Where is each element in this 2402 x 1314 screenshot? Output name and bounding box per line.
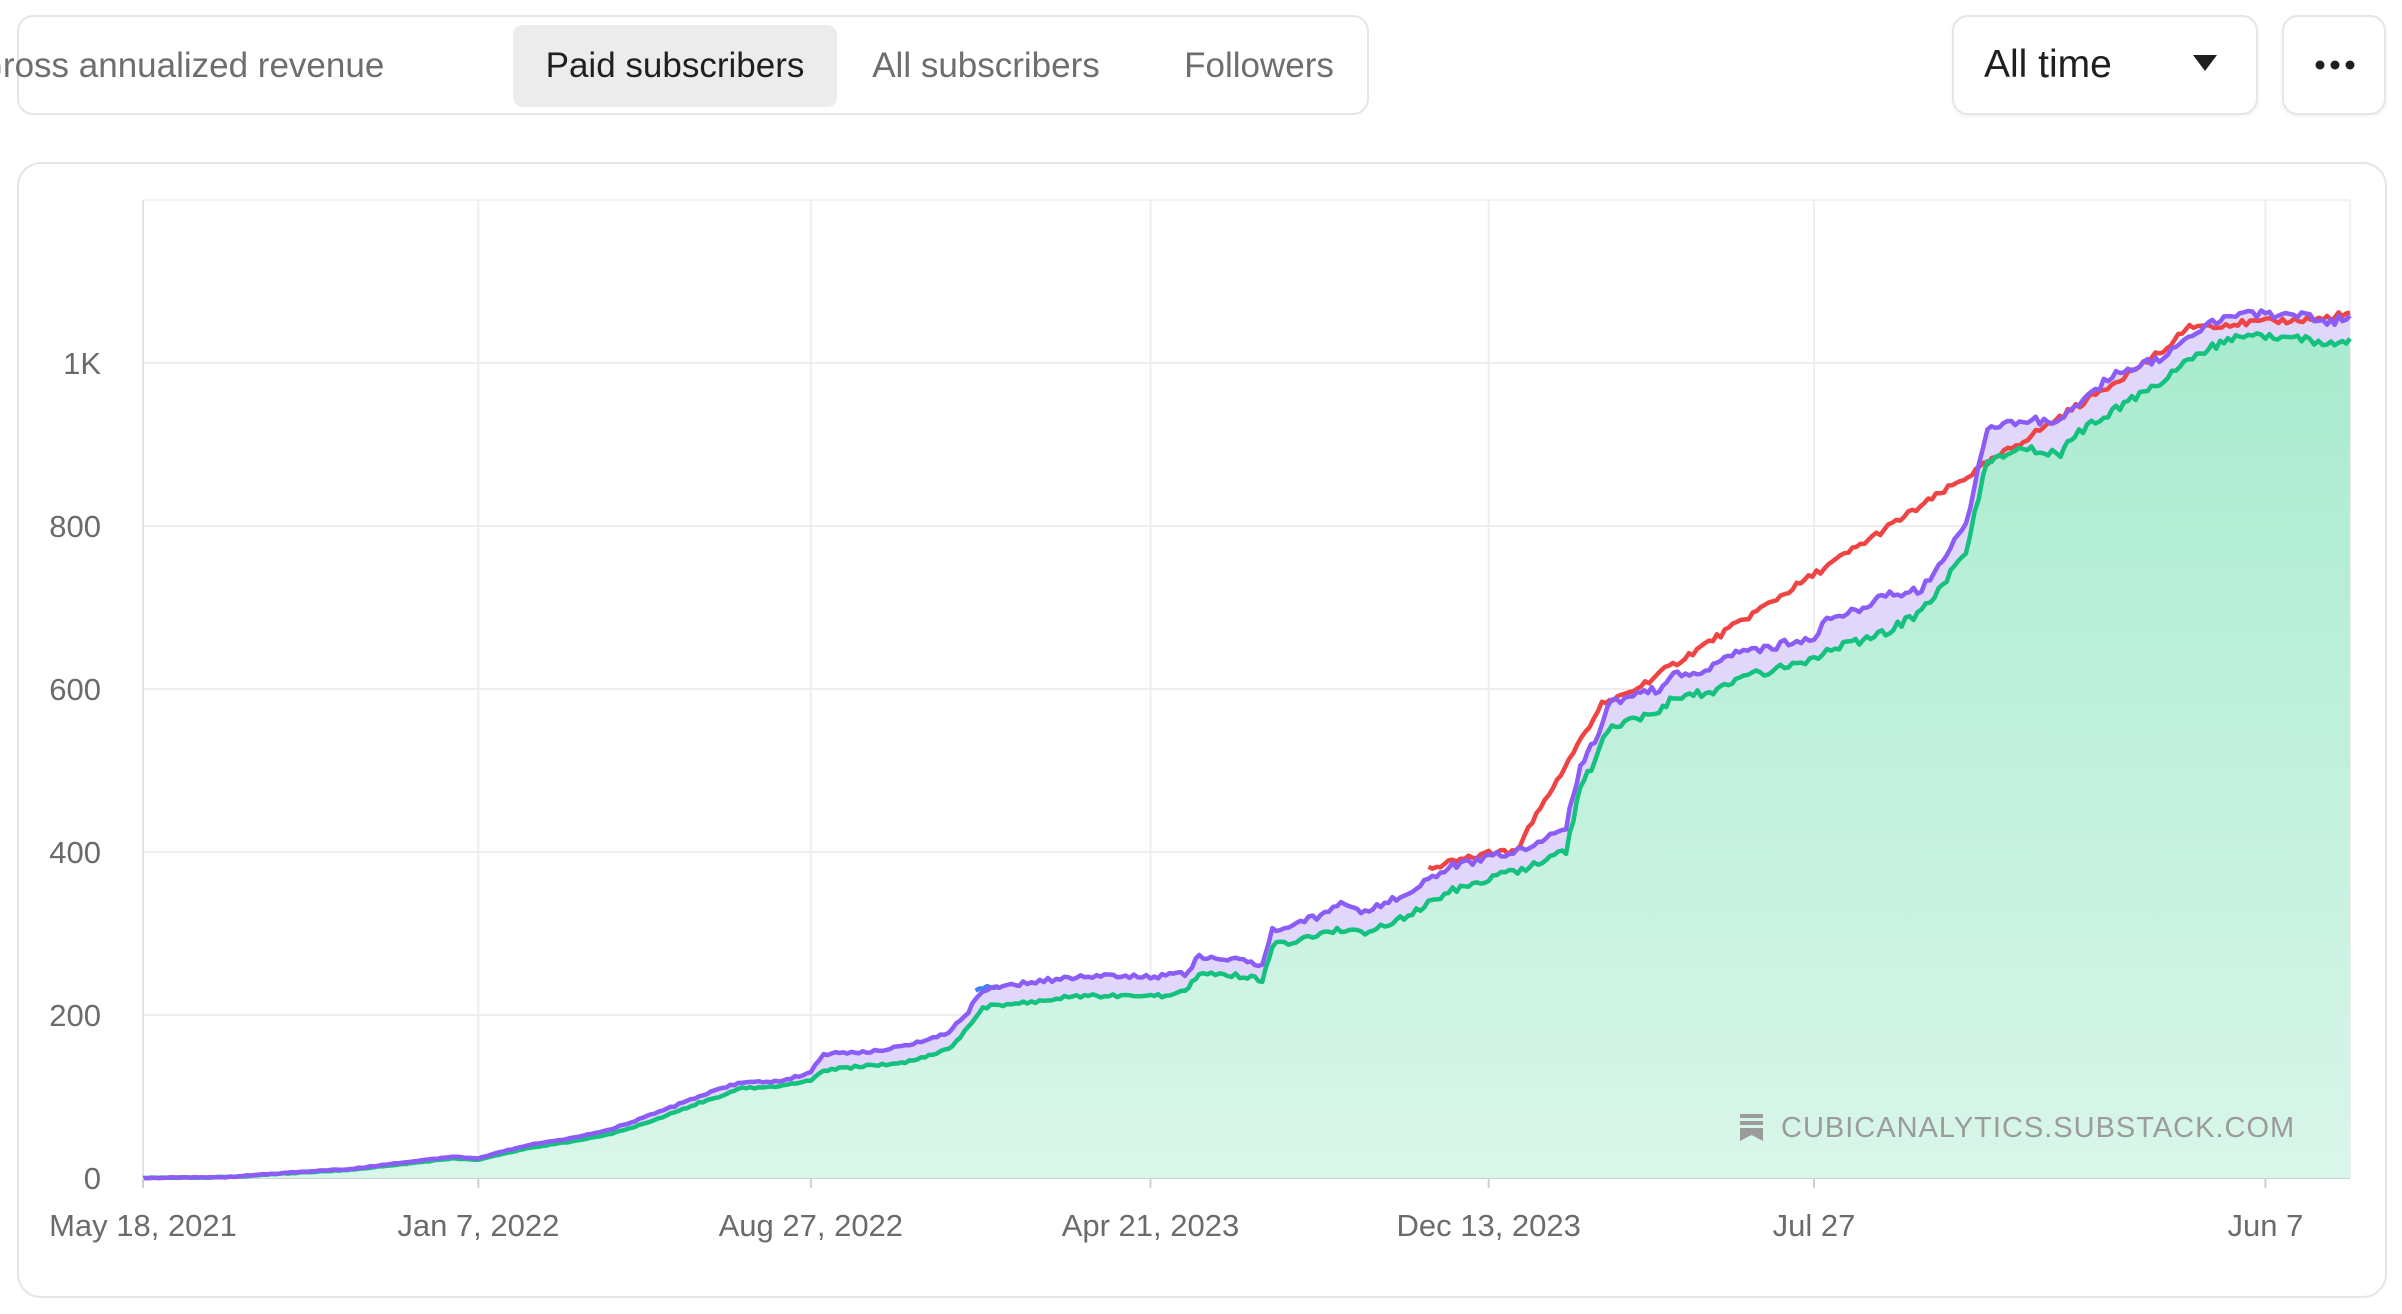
metric-tabs: Gross annualized revenue Paid subscriber… bbox=[0, 15, 1369, 115]
series-line-red bbox=[1427, 310, 2351, 871]
more-options-button[interactable] bbox=[2282, 15, 2386, 115]
tab-gross-annualized-revenue[interactable]: Gross annualized revenue bbox=[0, 46, 385, 85]
watermark-text: CUBICANALYTICS.SUBSTACK.COM bbox=[1781, 1112, 2295, 1144]
x-tick-label: May 18, 2021 bbox=[49, 1208, 237, 1243]
series-line-purple bbox=[142, 308, 2352, 1181]
tab-followers[interactable]: Followers bbox=[1184, 46, 1334, 85]
y-tick-label: 1K bbox=[63, 346, 101, 381]
x-tick-label: Jan 7, 2022 bbox=[397, 1208, 559, 1243]
tab-paid-subscribers[interactable]: Paid subscribers bbox=[513, 25, 837, 107]
y-tick-label: 400 bbox=[49, 835, 101, 870]
x-tick-label: Apr 21, 2023 bbox=[1062, 1208, 1240, 1243]
watermark: CUBICANALYTICS.SUBSTACK.COM bbox=[1740, 1112, 2295, 1144]
more-horizontal-icon bbox=[2315, 60, 2355, 70]
y-tick-label: 800 bbox=[49, 509, 101, 544]
y-tick-label: 200 bbox=[49, 998, 101, 1033]
paid-subscribers-area bbox=[143, 333, 2350, 1179]
x-tick-label: Jul 27 bbox=[1773, 1208, 1856, 1243]
paid-subscribers-chart: 0 200 400 600 800 1K May 18, 2021 Jan 7, 2022 A… bbox=[49, 199, 2352, 1243]
caret-down-icon bbox=[2193, 55, 2217, 71]
series-line-green bbox=[142, 331, 2352, 1181]
x-tick-label: Dec 13, 2023 bbox=[1396, 1208, 1580, 1243]
tab-all-subscribers[interactable]: All subscribers bbox=[872, 46, 1100, 85]
chart-card: 0 200 400 600 800 1K May 18, 2021 Jan 7, 2022 A… bbox=[17, 162, 2387, 1298]
time-range-selected: All time bbox=[1984, 43, 2112, 86]
time-range-dropdown[interactable]: All time bbox=[1952, 15, 2258, 115]
y-tick-label: 600 bbox=[49, 672, 101, 707]
y-axis: 0 200 400 600 800 1K bbox=[49, 346, 101, 1196]
line-layer bbox=[142, 308, 2352, 1181]
x-tick-label: Jun 7 bbox=[2228, 1208, 2304, 1243]
area-layer bbox=[143, 310, 2350, 1179]
x-axis: May 18, 2021 Jan 7, 2022 Aug 27, 2022 Apr 2… bbox=[49, 1178, 2303, 1243]
y-tick-label: 0 bbox=[84, 1161, 101, 1196]
substack-logo-icon bbox=[1740, 1114, 1763, 1141]
x-tick-label: Aug 27, 2022 bbox=[719, 1208, 903, 1243]
